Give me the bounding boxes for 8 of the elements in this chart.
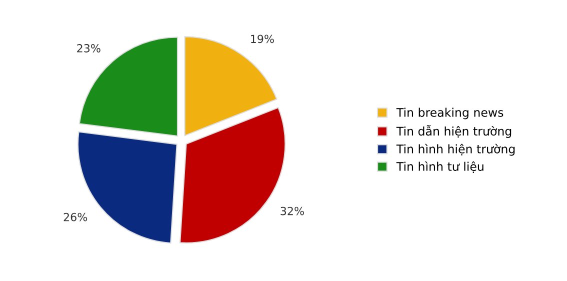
legend-label: Tin dẫn hiện trường <box>396 125 512 138</box>
legend-label: Tin hình tư liệu <box>396 161 484 173</box>
data-label: 32% <box>280 206 304 216</box>
legend-label: Tin breaking news <box>396 108 504 120</box>
data-label: 19% <box>251 34 274 44</box>
data-label: 23% <box>77 44 100 52</box>
data-label: 26% <box>64 212 88 222</box>
legend-label: Tin hình hiện trường <box>396 144 515 156</box>
